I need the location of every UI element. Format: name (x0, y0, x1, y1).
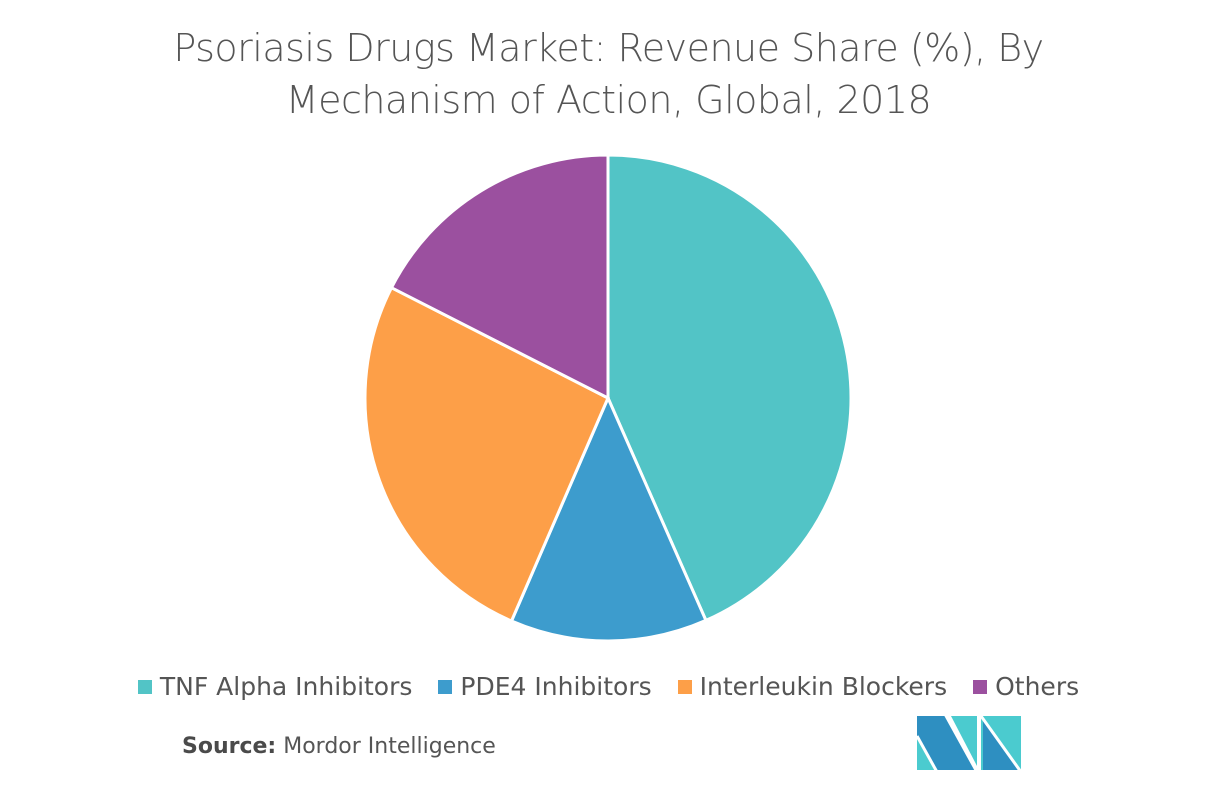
mordor-intelligence-logo-icon (915, 714, 1023, 772)
pie-slice-pde4[interactable] (509, 394, 708, 643)
legend-label: Others (995, 672, 1080, 701)
legend-item-interleukin[interactable]: Interleukin Blockers (677, 672, 948, 701)
legend-item-pde4[interactable]: PDE4 Inhibitors (438, 672, 652, 701)
legend-swatch (973, 679, 988, 694)
chart-title-line-1: Psoriasis Drugs Market: Revenue Share (%… (173, 26, 1044, 70)
chart-title-line-2: Mechanism of Action, Global, 2018 (285, 78, 932, 122)
pie-slice-tnf[interactable] (606, 153, 853, 623)
legend-item-tnf[interactable]: TNF Alpha Inhibitors (137, 672, 413, 701)
pie-slice-others[interactable] (389, 153, 610, 401)
legend-item-others[interactable]: Others (973, 672, 1079, 701)
chart-title: Psoriasis Drugs Market: Revenue Share (%… (0, 22, 1217, 126)
legend-swatch (438, 679, 453, 694)
source-label: Source: (182, 734, 277, 759)
legend-label: Interleukin Blockers (699, 672, 948, 701)
legend-swatch (137, 679, 152, 694)
legend-label: TNF Alpha Inhibitors (159, 672, 413, 701)
source-value: Mordor Intelligence (283, 734, 496, 759)
legend-label: PDE4 Inhibitors (460, 672, 652, 701)
pie-slice-interleukin[interactable] (363, 285, 610, 623)
chart-legend: TNF Alpha Inhibitors PDE4 Inhibitors Int… (0, 672, 1217, 701)
legend-swatch (677, 679, 692, 694)
source-note: Source: Mordor Intelligence (182, 734, 496, 759)
